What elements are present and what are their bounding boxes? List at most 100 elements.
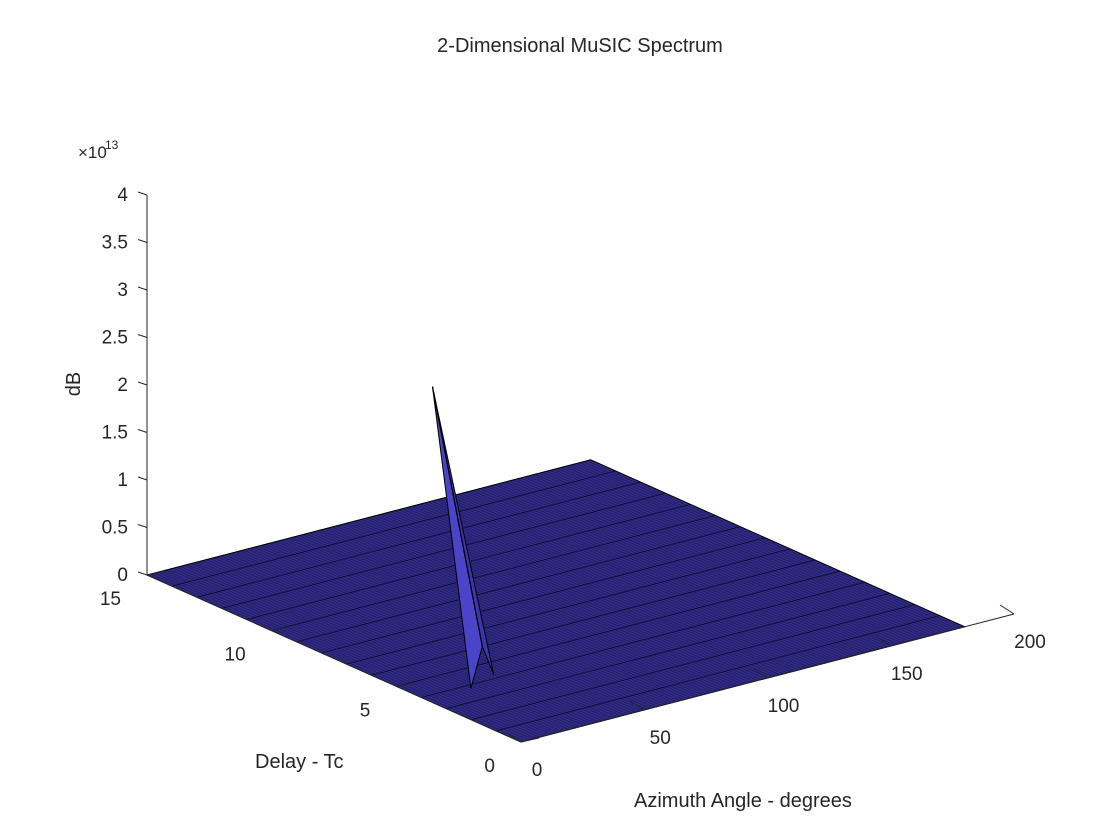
- surface-mesh-line-x: [265, 544, 640, 712]
- surface-mesh-line-x: [239, 550, 614, 719]
- surface-mesh-line-x: [546, 471, 921, 639]
- surface-mesh-line-x: [324, 528, 699, 697]
- surface-mesh-line-x: [254, 546, 629, 715]
- surface-mesh-line-x: [464, 492, 840, 660]
- surface-mesh-line-x: [350, 521, 725, 690]
- surface-mesh-line-x: [176, 567, 551, 735]
- x-tick-1: [629, 700, 645, 711]
- surface-mesh-line-y: [296, 526, 741, 643]
- z-tick-7: [137, 239, 148, 243]
- surface-mesh-line-y: [221, 492, 666, 609]
- surface-mesh-line-x: [246, 548, 621, 717]
- surface-mesh-line-x: [331, 526, 706, 695]
- surface-mesh-line-x: [572, 464, 947, 632]
- y-tick-label: 15: [100, 589, 121, 610]
- surface-layer: [145, 459, 967, 743]
- surface-mesh-line-x: [468, 491, 843, 659]
- surface-mesh-line-x: [157, 571, 533, 740]
- y-tick-label: 0: [484, 756, 495, 777]
- surface-mesh-line-y: [196, 481, 641, 598]
- surface-mesh-line-x: [583, 461, 958, 629]
- surface-mesh-line-x: [531, 474, 906, 643]
- x-tick-3: [876, 636, 892, 647]
- surface-mesh-line-x: [461, 493, 836, 661]
- surface-mesh-line-y: [495, 615, 940, 732]
- surface-mesh-line-x: [557, 468, 932, 636]
- surface-mesh-line-x: [494, 484, 869, 652]
- surface-mesh-line-x: [224, 554, 599, 723]
- z-tick-label: 4: [117, 185, 128, 206]
- surface-mesh-line-x: [435, 499, 810, 668]
- z-tick-label: 0: [117, 565, 128, 586]
- z-exponent-multiplier: ×10: [78, 143, 107, 162]
- surface-mesh-line-x: [487, 486, 862, 654]
- x-tick-4: [999, 604, 1015, 615]
- x-tick-2: [753, 668, 768, 679]
- surface-mesh-line-x: [220, 555, 596, 724]
- surface-mesh-line-x: [579, 462, 954, 630]
- surface-mesh-line-x: [427, 501, 803, 670]
- surface-mesh-line-x: [442, 497, 817, 666]
- surface-mesh-line-x: [516, 478, 891, 647]
- surface-mesh-line-x: [512, 479, 888, 648]
- surface-mesh-line-x: [564, 466, 939, 634]
- surface-mesh-line-x: [150, 573, 525, 742]
- z-tick-label: 2: [117, 375, 128, 396]
- surface-mesh-line-x: [243, 549, 618, 718]
- surface-mesh-line-x: [165, 569, 540, 738]
- y-axis-line: [146, 574, 522, 743]
- surface-mesh-line-x: [298, 535, 673, 703]
- surface-mesh-line-x: [387, 512, 762, 680]
- z-exponent-value: 13: [105, 138, 119, 152]
- surface-mesh-line-x: [261, 545, 636, 713]
- z-tick-1: [137, 524, 148, 528]
- surface-mesh-line-x: [379, 514, 755, 682]
- z-tick-6: [137, 286, 148, 291]
- surface-mesh-line-x: [228, 553, 603, 722]
- surface-mesh-line-x: [257, 545, 633, 714]
- surface-mesh-line-x: [357, 520, 732, 688]
- surface-mesh-line-x: [194, 562, 570, 730]
- x-tick-label: 50: [650, 728, 671, 749]
- surface-mesh-line-x: [405, 507, 780, 676]
- surface-mesh-line-x: [446, 497, 821, 665]
- surface-mesh-line-x: [509, 480, 884, 649]
- y-tick-label: 10: [225, 645, 246, 666]
- surface-mesh-line-x: [475, 489, 851, 657]
- y-tick-label: 5: [360, 700, 371, 721]
- surface-mesh-line-y: [146, 459, 591, 576]
- surface-mesh-line-x: [420, 503, 795, 672]
- surface-mesh-line-x: [187, 564, 562, 732]
- surface-mesh-line-x: [309, 532, 684, 700]
- surface-mesh-line-x: [479, 488, 854, 656]
- surface-mesh-line-x: [183, 565, 559, 733]
- y-tick-1: [396, 681, 415, 687]
- surface-mesh-line-x: [169, 569, 544, 737]
- surface-mesh-line-x: [568, 465, 943, 633]
- surface-mesh-line-x: [161, 570, 536, 739]
- x-tick-label: 0: [532, 760, 543, 781]
- surface-mesh-line-y: [371, 559, 816, 676]
- surface-mesh-line-x: [424, 502, 799, 671]
- surface-mesh-line-y: [321, 537, 766, 654]
- surface-mesh-line-y: [471, 604, 915, 721]
- surface-mesh-line-y: [271, 515, 716, 632]
- peak-ridge: [431, 386, 483, 647]
- peak-layer: [431, 386, 495, 689]
- surface-mesh-line-x: [154, 572, 529, 741]
- surface-mesh-line-x: [316, 530, 692, 699]
- surface-mesh-line-x: [368, 517, 743, 685]
- surface-mesh-line-x: [346, 522, 721, 691]
- surface-mesh-line-x: [450, 496, 825, 664]
- surface-mesh-line-x: [339, 524, 714, 693]
- z-tick-2: [137, 476, 148, 481]
- surface-mesh-line-x: [416, 504, 792, 673]
- z-tick-5: [137, 334, 148, 338]
- surface-mesh-line-x: [483, 487, 858, 655]
- surface-mesh-line-x: [250, 547, 625, 716]
- surface-mesh-line-x: [353, 521, 729, 689]
- x-axis-label: Azimuth Angle - degrees: [634, 790, 852, 812]
- surface-mesh-line-x: [217, 556, 592, 724]
- surface-mesh-line-x: [524, 476, 899, 645]
